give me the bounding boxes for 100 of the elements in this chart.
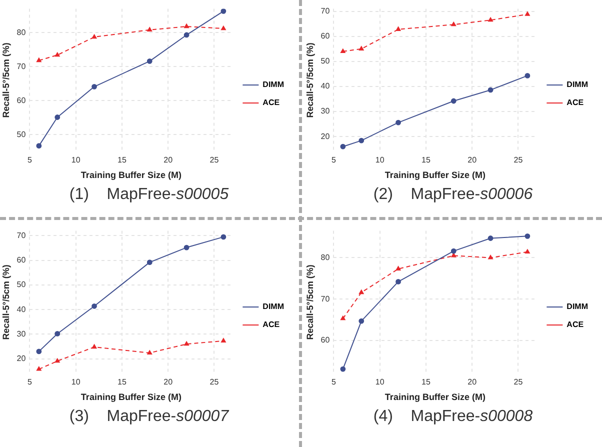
point (92, 34, 97, 39)
x-tick-label: 10 (375, 156, 385, 165)
point (146, 260, 152, 266)
x-axis-title: Training Buffer Size (M) (384, 392, 486, 402)
point (36, 143, 42, 149)
y-tick-label: 60 (320, 32, 330, 41)
x-tick-label: 15 (118, 378, 127, 387)
text: (2) MapFree-s00006 (372, 186, 534, 204)
point (221, 26, 226, 30)
y-tick-label: 50 (320, 56, 330, 66)
point (340, 48, 346, 53)
point (36, 348, 42, 354)
point (525, 249, 530, 254)
legend-label: ACE (566, 98, 584, 108)
y-tick-label: 60 (16, 96, 26, 105)
legend-label: ACE (262, 98, 280, 108)
x-tick-label: 20 (164, 156, 174, 165)
point (358, 138, 364, 144)
x-axis-title: Training Buffer Size (M) (80, 392, 182, 402)
x-tick-label: 25 (514, 156, 524, 165)
legend-label: DIMM (262, 302, 284, 312)
x-tick-label: 25 (210, 378, 220, 387)
legend-label: DIMM (566, 302, 588, 312)
point (525, 12, 530, 16)
point (220, 234, 226, 240)
x-tick-label: 5 (27, 378, 32, 387)
y-tick-label: 30 (16, 329, 26, 338)
text: (1) MapFree-s00005 (68, 186, 230, 204)
y-tick-label: 80 (16, 28, 26, 37)
text: (4) MapFree-s00008 (372, 408, 534, 426)
point (54, 331, 60, 336)
point (451, 22, 456, 26)
y-tick-label: 20 (320, 132, 330, 141)
point (146, 58, 152, 64)
point (396, 279, 401, 284)
point (54, 114, 60, 120)
y-tick-label: 70 (320, 294, 330, 304)
text: (3) MapFree-s00007 (68, 408, 230, 426)
x-tick-label: 10 (71, 156, 81, 165)
x-tick-label: 20 (164, 378, 174, 387)
x-axis-title: Training Buffer Size (M) (80, 170, 182, 180)
point (184, 341, 189, 346)
point (524, 72, 530, 78)
point (54, 52, 60, 57)
legend-label: ACE (566, 320, 584, 330)
point (340, 316, 346, 320)
point (396, 26, 401, 31)
point (147, 27, 152, 32)
legend-label: ACE (262, 320, 280, 330)
x-tick-label: 10 (375, 378, 385, 387)
point (340, 144, 346, 150)
x-tick-label: 25 (210, 156, 220, 165)
x-tick-label: 5 (331, 156, 336, 165)
point (147, 350, 152, 355)
point (450, 98, 456, 104)
point (524, 233, 530, 239)
point (184, 24, 189, 28)
x-tick-label: 10 (71, 378, 81, 387)
point (221, 338, 226, 342)
point (358, 318, 364, 324)
point (488, 255, 493, 260)
y-axis-title: Recall-5°/5cm (%) (0, 264, 11, 340)
x-axis-title: Training Buffer Size (M) (384, 170, 486, 180)
y-tick-label: 70 (16, 230, 26, 240)
point (184, 244, 190, 250)
x-tick-label: 15 (118, 156, 127, 165)
point (396, 266, 401, 270)
point (340, 366, 346, 372)
y-tick-label: 70 (320, 6, 330, 16)
point (488, 17, 493, 22)
x-tick-label: 20 (468, 378, 478, 387)
point (92, 303, 97, 309)
y-tick-label: 30 (320, 106, 330, 116)
point (488, 236, 494, 241)
point (92, 84, 97, 90)
x-tick-label: 20 (468, 156, 478, 165)
x-tick-label: 5 (331, 378, 336, 387)
y-axis-title: Recall-5°/5cm (%) (304, 42, 315, 118)
point (450, 248, 456, 254)
point (358, 46, 364, 50)
y-axis-title: Recall-5°/5cm (%) (0, 42, 11, 118)
point (358, 290, 364, 294)
y-tick-label: 60 (320, 336, 330, 345)
legend-label: DIMM (262, 80, 284, 90)
legend-label: DIMM (566, 80, 588, 90)
x-tick-label: 15 (422, 156, 431, 165)
x-tick-label: 15 (422, 378, 431, 387)
y-tick-label: 40 (16, 304, 26, 314)
y-tick-label: 50 (16, 280, 26, 290)
y-tick-label: 80 (320, 252, 330, 262)
point (396, 120, 401, 126)
x-tick-label: 5 (27, 156, 32, 165)
x-tick-label: 25 (514, 378, 524, 387)
y-axis-title: Recall-5°/5cm (%) (304, 264, 315, 340)
point (54, 358, 60, 363)
y-tick-label: 60 (16, 256, 26, 265)
y-tick-label: 70 (16, 62, 26, 71)
point (36, 366, 42, 371)
point (36, 58, 42, 62)
y-tick-label: 50 (16, 130, 26, 139)
